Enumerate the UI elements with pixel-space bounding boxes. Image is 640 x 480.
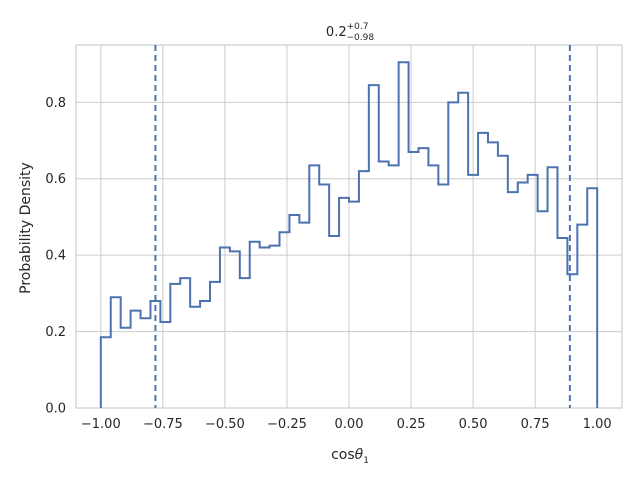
x-tick-label: −0.50 xyxy=(205,417,245,432)
x-tick-labels: −1.00 −0.75 −0.50 −0.25 0.00 0.25 0.50 0.75 1.00 xyxy=(81,417,612,432)
y-tick-label: 0.8 xyxy=(45,96,66,111)
x-axis-label-prefix: cos xyxy=(331,447,355,463)
grid xyxy=(76,45,622,409)
y-axis-label: Probability Density xyxy=(18,162,34,294)
y-tick-label: 0.2 xyxy=(45,325,66,340)
x-tick-label: 0.75 xyxy=(521,417,550,432)
credible-interval-lines xyxy=(154,45,571,408)
y-tick-label: 0.4 xyxy=(45,249,66,264)
x-tick-label: −1.00 xyxy=(81,417,121,432)
x-axis-label: cosθ1 xyxy=(331,447,369,466)
histogram-step-line xyxy=(99,61,599,408)
x-tick-label: 0.25 xyxy=(397,417,426,432)
x-axis-label-sub: 1 xyxy=(363,456,369,466)
title-base: 0.2 xyxy=(326,25,347,40)
plot-frame xyxy=(75,44,623,409)
chart-title: 0.2+0.7 −0.98 xyxy=(326,22,374,43)
title-sup: +0.7 xyxy=(347,22,369,32)
y-tick-label: 0.6 xyxy=(45,172,66,187)
x-axis-label-symbol: θ xyxy=(355,447,364,463)
x-tick-label: −0.25 xyxy=(267,417,307,432)
histogram-series xyxy=(99,61,599,408)
y-tick-labels: 0.0 0.2 0.4 0.6 0.8 xyxy=(45,96,66,417)
x-tick-label: 0.50 xyxy=(459,417,488,432)
x-tick-label: −0.75 xyxy=(143,417,183,432)
plot-border xyxy=(75,44,623,409)
x-tick-label: 0.00 xyxy=(335,417,364,432)
y-tick-label: 0.0 xyxy=(45,402,66,417)
title-sub: −0.98 xyxy=(346,33,374,43)
x-tick-label: 1.00 xyxy=(583,417,612,432)
